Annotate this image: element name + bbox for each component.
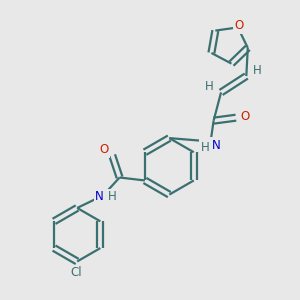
- Text: H: H: [201, 141, 210, 154]
- Text: O: O: [99, 143, 109, 156]
- Text: O: O: [235, 20, 244, 32]
- Text: H: H: [206, 80, 214, 93]
- Text: N: N: [95, 190, 104, 203]
- Text: H: H: [253, 64, 262, 76]
- Text: Cl: Cl: [70, 266, 82, 279]
- Text: N: N: [212, 139, 220, 152]
- Text: O: O: [240, 110, 249, 123]
- Text: H: H: [108, 190, 116, 203]
